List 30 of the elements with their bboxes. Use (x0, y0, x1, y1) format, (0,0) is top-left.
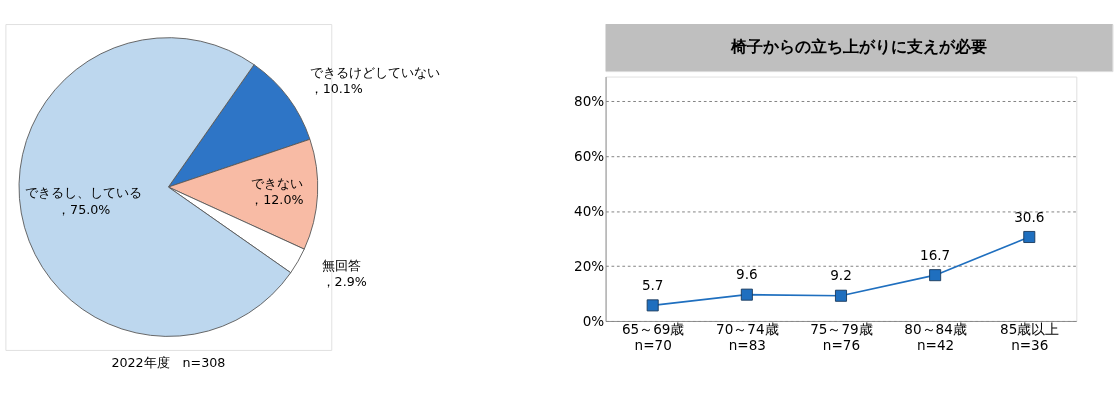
slice-label: できない (250, 176, 303, 192)
data-label: 30.6 (1014, 208, 1045, 225)
data-label: 16.7 (920, 246, 951, 263)
x-tick-label: 65～69歳 n=70 (621, 321, 685, 353)
x-tick-label: 70～74歳 n=83 (716, 321, 779, 353)
data-label: ，12.0% (250, 192, 304, 208)
y-tick-label: 40% (574, 203, 605, 220)
x-tick-label: 85歳以上 n=36 (1000, 321, 1060, 353)
slice-label: できるし、している (25, 185, 143, 201)
x-tick-label: 80～84歳 n=42 (904, 321, 967, 353)
y-tick-label: 60% (574, 148, 605, 165)
point (646, 299, 659, 312)
point (1023, 230, 1036, 243)
data-label: ，75.0% (57, 201, 111, 217)
chart-title: 椅子からの立ち上がりに支えが必要 (730, 37, 988, 57)
slice-label: できるけどしていない (309, 64, 440, 80)
data-label: ，10.1% (309, 81, 363, 97)
point (740, 288, 753, 301)
text: 2022年度 n=308 (111, 355, 226, 371)
point (929, 269, 942, 282)
x-tick-label: 75～79歳 n=76 (810, 321, 873, 353)
point (834, 289, 847, 302)
data-label: ，2.9% (321, 274, 367, 290)
data-label: 9.2 (830, 267, 852, 284)
data-label: 5.7 (641, 276, 664, 293)
y-tick-label: 0% (582, 313, 605, 329)
data-label: 9.6 (736, 266, 758, 283)
slice-label: 無回答 (321, 258, 361, 274)
y-tick-label: 80% (574, 93, 605, 110)
y-tick-label: 20% (574, 258, 605, 275)
